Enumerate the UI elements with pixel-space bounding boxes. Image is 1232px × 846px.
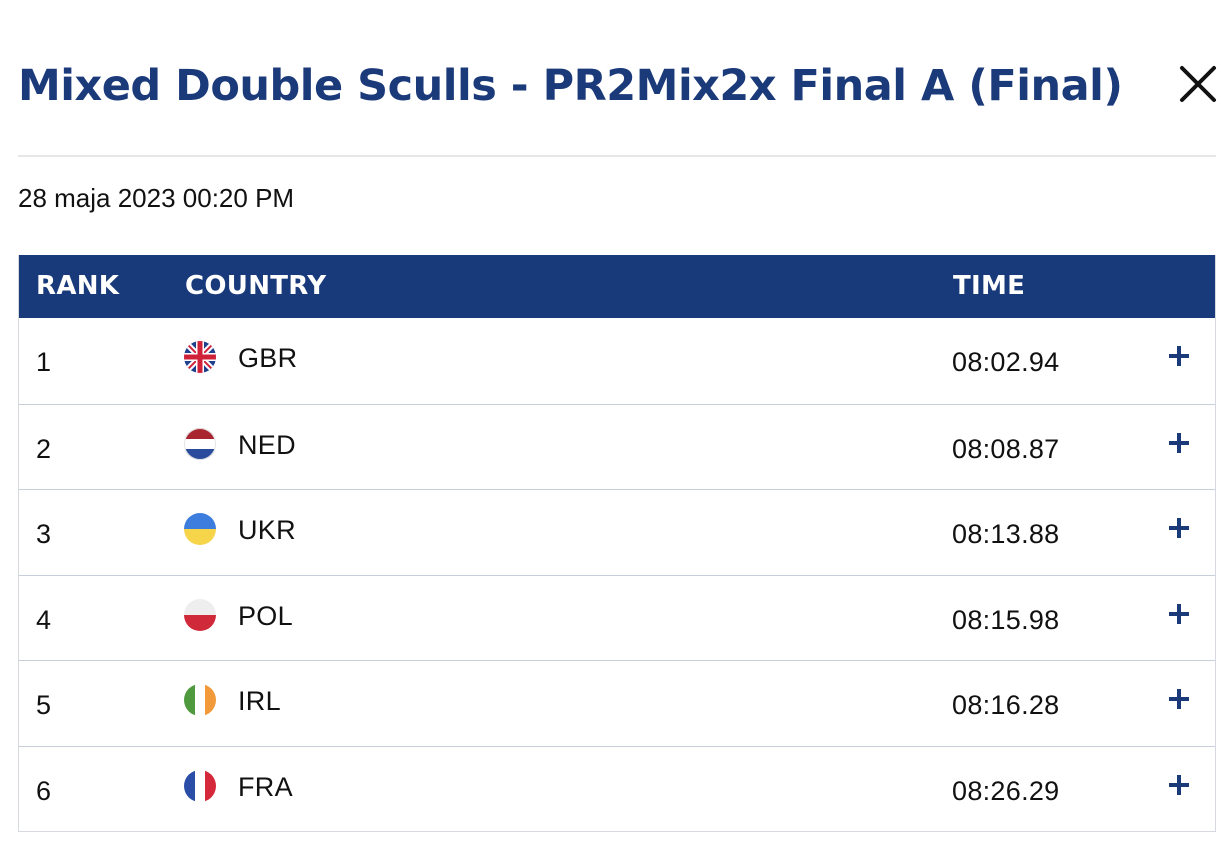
country-code: NED [238, 429, 296, 460]
country-code: FRA [238, 771, 293, 802]
header-rank: RANK [36, 271, 120, 301]
table-row[interactable]: 5 IRL 08:16.28 [19, 660, 1215, 746]
time-cell: 08:13.88 [952, 519, 1060, 549]
plus-icon [1169, 432, 1189, 453]
table-row[interactable]: 4 POL 08:15.98 [19, 574, 1215, 661]
expand-row-button[interactable] [1168, 774, 1190, 796]
irl-flag-icon [184, 684, 216, 716]
time-cell: 08:15.98 [952, 604, 1060, 635]
rank-cell: 4 [36, 604, 52, 635]
rank-cell: 6 [36, 775, 52, 806]
country-code: UKR [238, 515, 296, 545]
expand-row-button[interactable] [1168, 603, 1190, 625]
expand-row-button[interactable] [1168, 517, 1190, 539]
table-row[interactable]: 1 [19, 318, 1215, 404]
pol-flag-icon [184, 598, 216, 631]
expand-row-button[interactable] [1168, 345, 1190, 367]
title-divider [18, 155, 1216, 157]
rank-cell: 3 [36, 519, 52, 549]
ukr-flag-icon [184, 513, 216, 545]
results-table: RANK COUNTRY TIME 1 [18, 255, 1216, 832]
plus-icon [1169, 603, 1189, 624]
rank-cell: 1 [36, 347, 52, 377]
rank-cell: 2 [36, 433, 52, 464]
table-row[interactable]: 2 NED 08:08.87 [19, 403, 1215, 490]
time-cell: 08:26.29 [952, 775, 1060, 806]
table-row[interactable]: 3 UKR 08:13.88 [19, 489, 1215, 575]
time-cell: 08:08.87 [952, 433, 1060, 464]
country-code: IRL [238, 686, 281, 716]
country-code: GBR [238, 343, 298, 373]
plus-icon [1169, 518, 1189, 538]
plus-icon [1169, 346, 1189, 366]
rank-cell: 5 [36, 690, 52, 720]
table-row[interactable]: 6 FRA 08:26.29 [19, 745, 1215, 832]
country-code: POL [238, 600, 293, 631]
header-country: COUNTRY [185, 271, 327, 301]
ned-flag-icon [184, 427, 216, 460]
fra-flag-icon [184, 769, 216, 802]
race-date: 28 maja 2023 00:20 PM [18, 183, 295, 213]
modal-title: Mixed Double Sculls - PR2Mix2x Final A (… [18, 61, 1123, 111]
header-time: TIME [953, 271, 1026, 301]
gbr-flag-icon [184, 341, 216, 373]
table-header: RANK COUNTRY TIME [19, 255, 1215, 318]
table-body: 1 [19, 318, 1215, 831]
expand-row-button[interactable] [1168, 688, 1190, 710]
expand-row-button[interactable] [1168, 432, 1190, 454]
time-cell: 08:16.28 [952, 690, 1060, 720]
plus-icon [1169, 689, 1189, 709]
close-icon [1180, 66, 1216, 102]
close-button[interactable] [1176, 62, 1220, 106]
plus-icon [1169, 774, 1189, 795]
time-cell: 08:02.94 [952, 347, 1060, 377]
